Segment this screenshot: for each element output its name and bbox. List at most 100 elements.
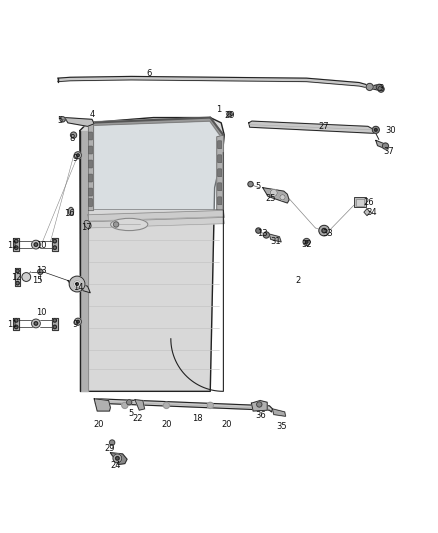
Polygon shape <box>249 121 376 133</box>
Text: 34: 34 <box>366 208 377 217</box>
Polygon shape <box>88 216 224 228</box>
Circle shape <box>378 86 384 92</box>
Text: 15: 15 <box>32 276 42 285</box>
Text: 6: 6 <box>146 69 152 78</box>
Text: 37: 37 <box>384 147 394 156</box>
Text: 29: 29 <box>104 444 115 453</box>
Text: 25: 25 <box>265 193 276 203</box>
Circle shape <box>305 241 308 243</box>
Circle shape <box>376 84 382 91</box>
FancyBboxPatch shape <box>88 132 92 140</box>
Circle shape <box>34 243 38 246</box>
Circle shape <box>227 111 232 117</box>
Circle shape <box>71 132 77 138</box>
Circle shape <box>122 402 128 408</box>
Circle shape <box>69 276 85 292</box>
Text: 31: 31 <box>271 238 281 246</box>
FancyBboxPatch shape <box>218 169 222 177</box>
Text: 9: 9 <box>73 320 78 329</box>
Polygon shape <box>88 118 223 138</box>
Polygon shape <box>95 399 272 412</box>
Text: 13: 13 <box>36 266 47 276</box>
Circle shape <box>163 402 170 408</box>
Circle shape <box>256 228 261 233</box>
Circle shape <box>16 269 19 273</box>
Circle shape <box>14 325 18 329</box>
Circle shape <box>113 454 122 463</box>
Text: 16: 16 <box>64 209 74 219</box>
Polygon shape <box>251 400 267 411</box>
Polygon shape <box>13 238 19 251</box>
Text: 17: 17 <box>81 223 92 231</box>
Circle shape <box>53 319 57 322</box>
Polygon shape <box>52 238 58 251</box>
Circle shape <box>319 225 329 236</box>
Polygon shape <box>88 123 93 209</box>
Text: 10: 10 <box>36 308 47 317</box>
Polygon shape <box>80 118 224 391</box>
Text: 13: 13 <box>258 229 268 238</box>
Circle shape <box>53 325 57 329</box>
Circle shape <box>374 128 377 131</box>
Ellipse shape <box>68 207 74 215</box>
Text: 20: 20 <box>93 419 104 429</box>
FancyBboxPatch shape <box>88 146 92 154</box>
Circle shape <box>14 239 18 243</box>
FancyBboxPatch shape <box>218 141 222 149</box>
Circle shape <box>263 232 269 238</box>
Circle shape <box>127 400 132 405</box>
Circle shape <box>113 222 119 227</box>
Ellipse shape <box>110 219 148 231</box>
Polygon shape <box>68 280 90 293</box>
Circle shape <box>116 457 119 460</box>
Text: 36: 36 <box>255 411 266 420</box>
Text: 5: 5 <box>129 409 134 418</box>
Text: 33: 33 <box>322 229 333 238</box>
Polygon shape <box>263 188 289 203</box>
Circle shape <box>53 239 57 243</box>
Polygon shape <box>52 318 58 330</box>
Circle shape <box>14 246 18 249</box>
Circle shape <box>74 152 81 159</box>
Polygon shape <box>15 268 20 286</box>
Circle shape <box>270 189 277 197</box>
Polygon shape <box>364 209 370 216</box>
Text: 22: 22 <box>133 415 143 423</box>
Text: 30: 30 <box>385 126 396 135</box>
Circle shape <box>366 84 373 91</box>
Circle shape <box>38 269 43 274</box>
Circle shape <box>303 238 310 246</box>
Text: 14: 14 <box>73 283 83 292</box>
Circle shape <box>32 240 40 249</box>
Circle shape <box>34 322 38 325</box>
Text: 5: 5 <box>256 182 261 191</box>
Text: 27: 27 <box>318 122 328 131</box>
Text: 3: 3 <box>378 84 384 93</box>
FancyBboxPatch shape <box>354 197 366 207</box>
Text: 20: 20 <box>161 419 172 429</box>
Polygon shape <box>110 453 127 464</box>
Text: 26: 26 <box>364 198 374 207</box>
Circle shape <box>16 281 19 285</box>
Polygon shape <box>272 409 286 416</box>
Circle shape <box>14 319 18 322</box>
Circle shape <box>77 154 79 157</box>
FancyBboxPatch shape <box>88 160 92 168</box>
Text: 32: 32 <box>301 240 312 249</box>
Circle shape <box>77 320 79 323</box>
FancyBboxPatch shape <box>218 183 222 191</box>
Polygon shape <box>91 121 221 209</box>
Text: 20: 20 <box>222 419 232 429</box>
FancyBboxPatch shape <box>356 199 364 206</box>
Polygon shape <box>58 76 371 88</box>
Circle shape <box>110 440 115 445</box>
Text: 5: 5 <box>58 116 63 125</box>
Text: 11: 11 <box>7 241 18 250</box>
Polygon shape <box>13 318 19 330</box>
Text: 11: 11 <box>7 320 18 329</box>
Circle shape <box>22 273 31 281</box>
Text: 12: 12 <box>11 272 22 281</box>
Circle shape <box>60 117 65 122</box>
Text: 35: 35 <box>276 422 286 431</box>
Polygon shape <box>65 118 94 126</box>
